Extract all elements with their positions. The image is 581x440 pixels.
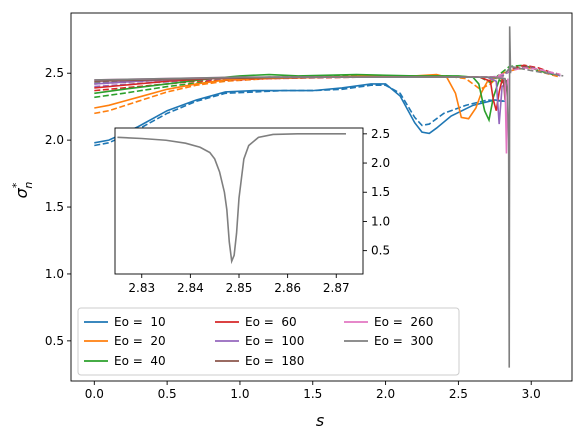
inset-x-tick-label: 2.84 [177,281,204,295]
legend-label: Eo = 260 [374,315,433,329]
inset-plot-lines [117,133,346,265]
inset-y-tick-label: 0.5 [371,244,390,258]
inset-y-tick-label: 1.0 [371,214,390,228]
series-line-7 [94,26,512,368]
legend-label: Eo = 10 [114,315,166,329]
x-axis-label: s [316,411,324,430]
legend-label: Eo = 300 [374,334,433,348]
series-line-0 [94,83,506,144]
x-tick-label: 1.5 [303,387,322,401]
y-axis-label-text: σ*n [10,182,35,199]
legend: Eo = 10 Eo = 20 Eo = 40 Eo = 60 Eo = 100 Eo =… [77,307,460,376]
x-tick-label: 1.0 [230,387,249,401]
x-tick-label: 2.0 [376,387,395,401]
series-line-2 [94,73,506,123]
inset-y-tick-label: 2.0 [371,156,390,170]
x-tick-label: 0.5 [158,387,177,401]
x-tick-label: 0.0 [85,387,104,401]
inset-y-tick-label: 2.5 [371,127,390,141]
series-line-3 [94,76,506,111]
x-tick-label: 3.0 [522,387,541,401]
inset-x-tick-label: 2.83 [128,281,155,295]
dashed-series-line-0 [94,84,506,147]
legend-label: Eo = 100 [245,334,304,348]
dashed-series-line-6 [94,67,561,84]
legend-label: Eo = 20 [114,334,166,348]
x-tick-label: 2.5 [449,387,468,401]
inset-series-line [117,133,346,265]
inset-y-tick-label: 1.5 [371,185,390,199]
y-tick-label: 0.5 [45,334,64,348]
legend-label: Eo = 40 [114,354,166,368]
main-plot-lines [94,26,564,368]
y-axis-label: σ*n [10,182,35,199]
series-group [94,26,564,368]
inset-x-tick-label: 2.86 [274,281,301,295]
y-tick-label: 2.5 [45,66,64,80]
inset-x-tick-label: 2.85 [226,281,253,295]
legend-label: Eo = 60 [245,315,297,329]
dashed-series-line-5 [94,65,561,85]
legend-box [77,307,460,376]
main-axes: 0.0 0.5 1.0 1.5 2.0 2.5 3.0 0.5 1.0 1.5 2.0 2.5 [45,12,573,401]
main-plot-frame [70,12,573,382]
inset-axes: 2.83 2.84 2.85 2.86 2.87 0.5 1.0 1.5 2.0 2.5 [114,127,390,295]
inset-x-tick-label: 2.87 [323,281,350,295]
y-tick-label: 2.0 [45,133,64,147]
legend-label: Eo = 180 [245,354,304,368]
y-tick-label: 1.5 [45,200,64,214]
y-tick-label: 1.0 [45,267,64,281]
